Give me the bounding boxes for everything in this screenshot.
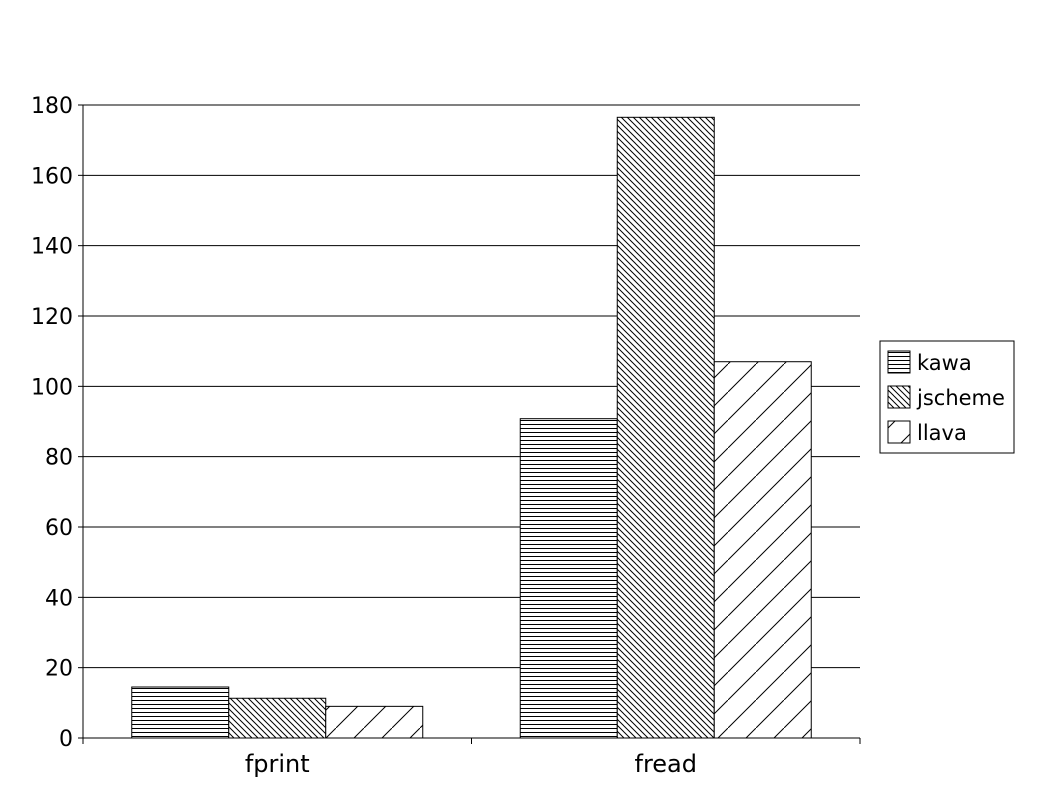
- y-tick-label: 20: [45, 657, 73, 682]
- y-tick-label: 140: [31, 235, 73, 260]
- x-category-label: fread: [635, 750, 698, 778]
- bar-llava-fread: [713, 361, 812, 739]
- gridlines: [83, 104, 860, 669]
- y-tick-label: 80: [45, 446, 73, 471]
- legend-label: kawa: [917, 351, 972, 375]
- legend-label: jscheme: [916, 386, 1005, 410]
- y-tick-label: 60: [45, 516, 73, 541]
- y-tick-label: 0: [59, 727, 73, 752]
- bar-jscheme-fprint: [228, 697, 327, 739]
- legend-swatch-jscheme: [887, 385, 911, 409]
- legend-label: llava: [917, 421, 967, 445]
- bar-kawa-fprint: [131, 686, 230, 739]
- x-category-label: fprint: [245, 750, 310, 778]
- legend: kawa jscheme llava: [879, 340, 1015, 454]
- y-tick-label: 160: [31, 164, 73, 189]
- y-tick-label: 180: [31, 94, 73, 119]
- bar-kawa-fread: [519, 418, 618, 739]
- y-tick-label: 100: [31, 375, 73, 400]
- bar-jscheme-fread: [616, 116, 715, 739]
- y-tick-label: 120: [31, 305, 73, 330]
- bar-llava-fprint: [325, 705, 424, 739]
- bars: [131, 116, 812, 739]
- axes: 0 20 40 60 80 100 120 140 160 180 fprint fread: [31, 94, 861, 778]
- y-tick-label: 40: [45, 586, 73, 611]
- legend-swatch-kawa: [887, 350, 911, 374]
- legend-swatch-llava: [887, 420, 911, 444]
